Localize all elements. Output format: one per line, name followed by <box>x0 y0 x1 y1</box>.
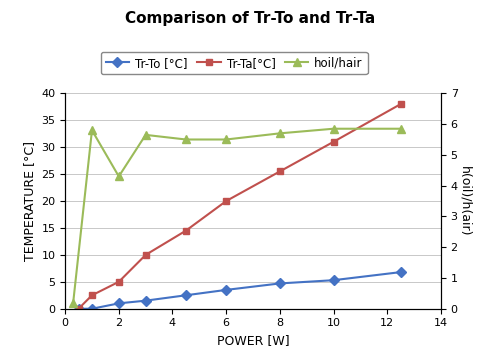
Tr-Ta[°C] <box>223 199 229 203</box>
Tr-Ta[°C] <box>398 102 404 106</box>
Tr-To [°C] <box>89 307 95 311</box>
Y-axis label: h(oil)/h(air): h(oil)/h(air) <box>458 166 471 236</box>
hoil/hair <box>331 127 337 131</box>
Tr-To [°C] <box>331 278 337 282</box>
Tr-To [°C] <box>183 293 189 297</box>
Tr-To [°C] <box>116 301 122 306</box>
Tr-Ta[°C] <box>116 280 122 284</box>
Tr-To [°C] <box>223 288 229 292</box>
Tr-To [°C] <box>76 307 82 311</box>
Legend: Tr-To [°C], Tr-Ta[°C], hoil/hair: Tr-To [°C], Tr-Ta[°C], hoil/hair <box>101 52 368 74</box>
Y-axis label: TEMPERATURE [°C]: TEMPERATURE [°C] <box>23 141 36 261</box>
Tr-Ta[°C] <box>183 228 189 233</box>
hoil/hair <box>398 127 404 131</box>
Tr-To [°C] <box>143 299 149 303</box>
Tr-Ta[°C] <box>331 140 337 144</box>
hoil/hair <box>277 131 283 135</box>
hoil/hair <box>70 300 76 305</box>
Line: Tr-Ta[°C]: Tr-Ta[°C] <box>75 101 404 312</box>
Tr-Ta[°C] <box>89 293 95 297</box>
hoil/hair <box>116 174 122 178</box>
Tr-Ta[°C] <box>143 253 149 257</box>
hoil/hair <box>223 137 229 142</box>
X-axis label: POWER [W]: POWER [W] <box>217 334 289 347</box>
Tr-Ta[°C] <box>277 169 283 173</box>
Line: Tr-To [°C]: Tr-To [°C] <box>75 269 404 312</box>
hoil/hair <box>183 137 189 142</box>
Line: hoil/hair: hoil/hair <box>69 125 405 307</box>
Text: Comparison of Tr-To and Tr-Ta: Comparison of Tr-To and Tr-Ta <box>125 11 376 26</box>
Tr-To [°C] <box>398 270 404 274</box>
hoil/hair <box>143 133 149 137</box>
Tr-Ta[°C] <box>76 307 82 311</box>
Tr-To [°C] <box>277 281 283 286</box>
hoil/hair <box>89 128 95 132</box>
